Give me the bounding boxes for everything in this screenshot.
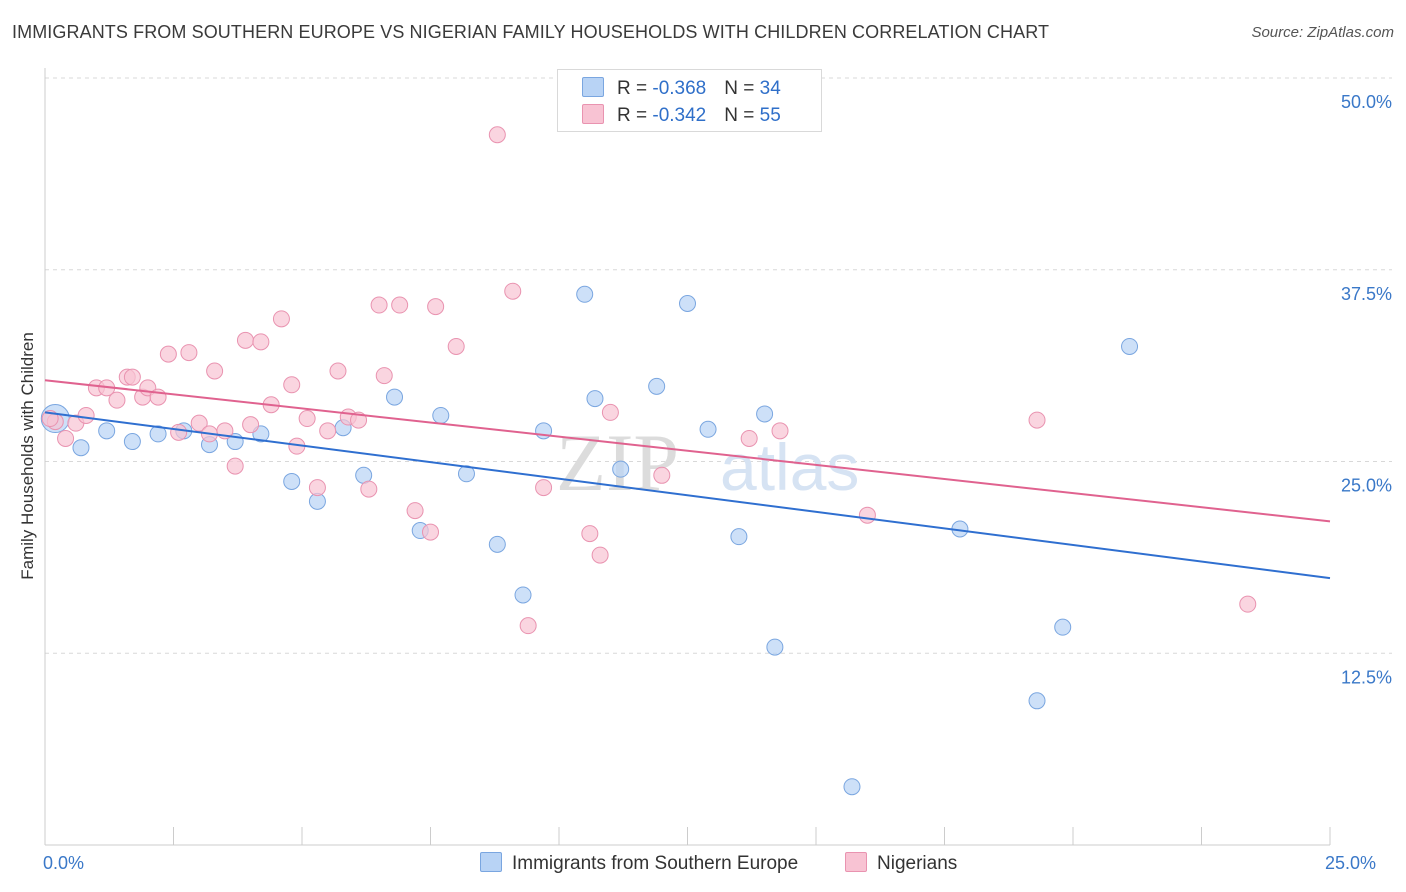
pink-point <box>252 333 270 351</box>
legend-swatch-pink <box>582 104 604 124</box>
blue-point <box>648 377 666 395</box>
legend-r-label: R = <box>617 78 653 99</box>
pink-point <box>236 331 254 349</box>
blue-point <box>1028 692 1046 710</box>
legend-row-series-2: R = -0.342 N = 55 <box>582 104 781 126</box>
y-tick-label: 37.5% <box>1341 284 1392 304</box>
y-tick-label: 12.5% <box>1341 667 1392 687</box>
pink-trend-line <box>44 379 1331 523</box>
blue-point <box>123 433 141 451</box>
x-tick-label-max: 25.0% <box>1325 853 1377 873</box>
blue-point <box>843 778 861 796</box>
blue-trend-line <box>44 411 1331 580</box>
pink-point <box>375 367 393 385</box>
pink-point <box>123 368 141 386</box>
trend-layer <box>44 379 1331 580</box>
bottom-legend-item-nigerians[interactable]: Nigerians <box>845 852 957 875</box>
pink-point <box>488 126 506 144</box>
x-tick-label-min: 0.0% <box>43 853 85 873</box>
pink-point <box>206 362 224 380</box>
bottom-legend-item-southern-europe[interactable]: Immigrants from Southern Europe <box>480 852 798 875</box>
blue-point <box>730 528 748 546</box>
pink-point <box>535 479 553 497</box>
pink-point <box>170 423 188 441</box>
blue-point <box>149 425 167 443</box>
axis-layer: 12.5% 25.0% 37.5% 50.0% <box>44 68 1392 846</box>
pink-point <box>226 457 244 475</box>
legend-n-label: N = <box>724 105 760 126</box>
blue-point <box>699 420 717 438</box>
chart-title: IMMIGRANTS FROM SOUTHERN EUROPE VS NIGER… <box>12 22 1050 42</box>
pink-point <box>581 525 599 543</box>
grid-layer <box>45 77 1392 654</box>
pink-point <box>1028 411 1046 429</box>
blue-point <box>766 638 784 656</box>
legend-r-label: R = <box>617 105 653 126</box>
pink-point <box>108 391 126 409</box>
blue-point <box>612 460 630 478</box>
legend-row-series-1: R = -0.368 N = 34 <box>582 77 781 99</box>
pink-point <box>350 411 368 429</box>
blue-point <box>1121 337 1139 355</box>
pink-point <box>771 422 789 440</box>
legend-r-value: -0.368 <box>652 78 707 99</box>
blue-point <box>586 390 604 408</box>
pink-point <box>242 416 260 434</box>
pink-point <box>740 429 758 447</box>
pink-point <box>283 376 301 394</box>
y-tick-label: 50.0% <box>1341 92 1392 112</box>
blue-point <box>432 406 450 424</box>
legend-n-label: N = <box>724 78 760 99</box>
legend-swatch-pink <box>845 852 867 872</box>
legend-series-name: Nigerians <box>877 853 958 874</box>
legend-n-value: 55 <box>759 105 781 126</box>
pink-point <box>422 523 439 541</box>
pink-point <box>329 362 347 380</box>
pink-point <box>427 298 445 316</box>
legend-swatch-blue <box>582 77 604 97</box>
blue-point <box>756 405 774 423</box>
blue-point <box>514 586 532 604</box>
pink-point <box>858 506 876 524</box>
y-axis-label: Family Households with Children <box>18 332 37 580</box>
pink-point <box>391 296 409 314</box>
pink-point <box>591 546 609 564</box>
pink-point <box>447 337 465 355</box>
legend-n-value: 34 <box>759 78 781 99</box>
pink-point <box>406 502 424 520</box>
blue-point <box>386 388 404 406</box>
pink-point <box>1239 595 1257 613</box>
pink-point <box>272 310 290 328</box>
pink-point <box>190 414 208 432</box>
correlation-legend: R = -0.368 N = 34 R = -0.342 N = 55 <box>557 69 822 132</box>
pink-point <box>159 345 177 363</box>
legend-r-value: -0.342 <box>652 105 707 126</box>
legend-swatch-blue <box>480 852 502 872</box>
pink-point <box>57 429 75 447</box>
pink-point <box>653 466 671 484</box>
legend-series-name: Immigrants from Southern Europe <box>512 853 799 874</box>
source-label: Source: ZipAtlas.com <box>1251 24 1394 41</box>
pink-point <box>319 422 337 440</box>
pink-point <box>360 480 378 498</box>
pink-point <box>601 403 619 421</box>
blue-point <box>576 285 594 303</box>
blue-point <box>98 422 116 440</box>
pink-point <box>308 479 326 497</box>
y-tick-label: 25.0% <box>1341 476 1392 496</box>
pink-point <box>180 344 198 362</box>
pink-point <box>298 410 316 428</box>
blue-point <box>72 439 90 457</box>
pink-point <box>370 296 388 314</box>
pink-point <box>519 617 537 635</box>
blue-point <box>488 535 506 553</box>
blue-point <box>283 472 301 490</box>
pink-point <box>504 282 522 300</box>
blue-point <box>1054 618 1072 636</box>
pink-point <box>77 406 95 424</box>
blue-point <box>679 294 696 312</box>
